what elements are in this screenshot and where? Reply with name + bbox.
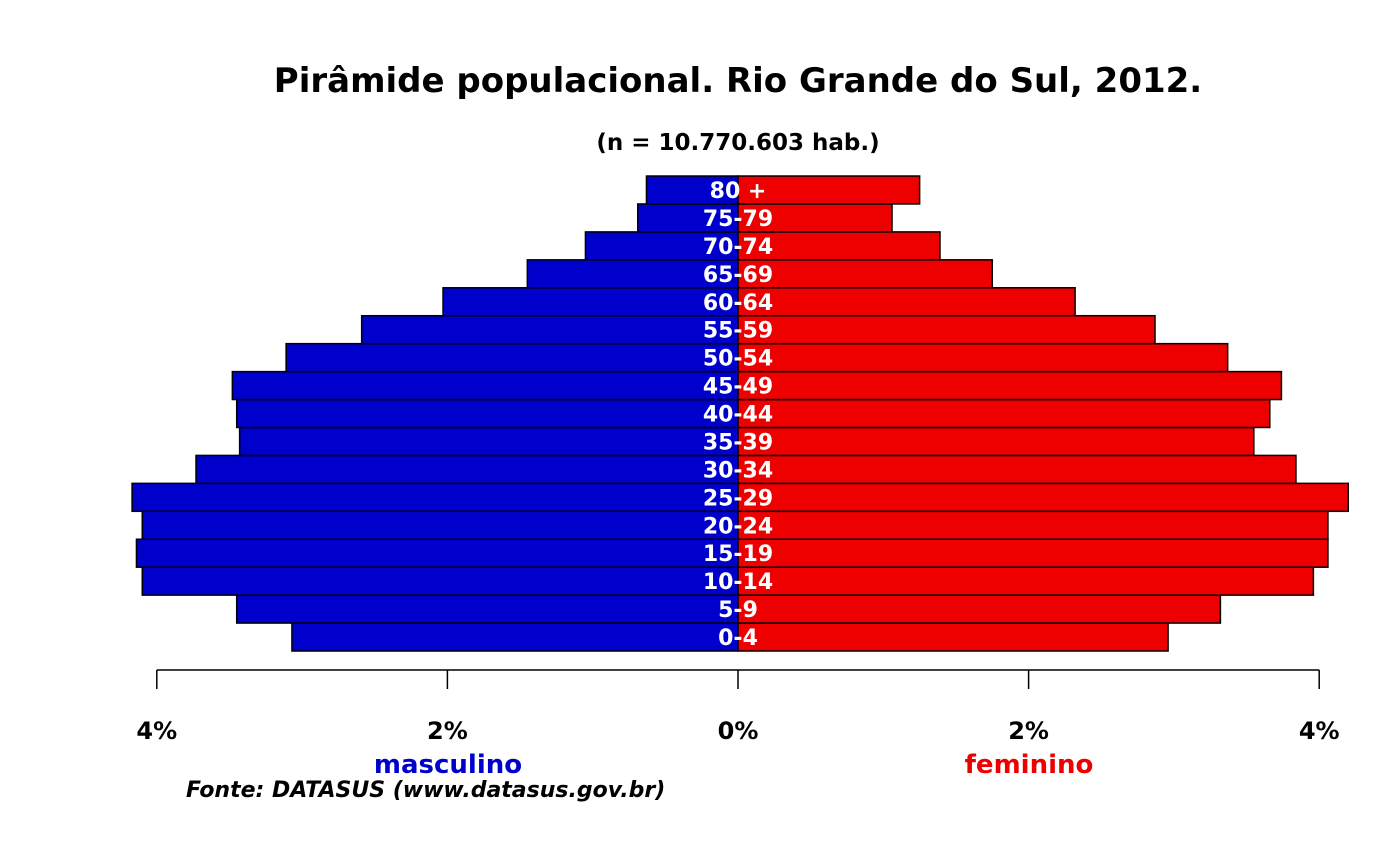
bar-male-20-24 bbox=[141, 510, 739, 540]
bar-female-20-24 bbox=[737, 510, 1329, 540]
bar-male-5-9 bbox=[235, 594, 739, 624]
bar-male-35-39 bbox=[238, 426, 739, 457]
bar-female-40-44 bbox=[737, 398, 1271, 429]
bar-male-60-64 bbox=[442, 287, 739, 317]
bar-female-80 bbox=[737, 175, 921, 205]
age-label: 25-29 bbox=[703, 486, 773, 511]
bar-male-40-44 bbox=[235, 398, 739, 429]
age-label: 10-14 bbox=[703, 570, 773, 595]
bar-female-35-39 bbox=[737, 426, 1255, 457]
legend-feminino: feminino bbox=[965, 750, 1094, 780]
bar-female-25-29 bbox=[737, 482, 1350, 513]
bar-male-30-34 bbox=[195, 454, 739, 485]
chart-title: Pirâmide populacional. Rio Grande do Sul… bbox=[274, 61, 1202, 101]
bar-female-75-79 bbox=[737, 203, 893, 233]
source-note: Fonte: DATASUS (www.datasus.gov.br) bbox=[186, 778, 665, 803]
bar-male-65-69 bbox=[526, 259, 739, 289]
age-labels-group: 0-4 5-9 10-14 15-19 20-24 25-29 30-34 35-3940-4… bbox=[703, 179, 773, 651]
age-label: 45-49 bbox=[703, 375, 773, 400]
bar-male-15-19 bbox=[135, 538, 739, 568]
age-label: 15-19 bbox=[703, 542, 773, 567]
bar-male-10-14 bbox=[141, 566, 739, 596]
age-label: 80 + bbox=[710, 179, 767, 204]
x-tick-label: 4% bbox=[1299, 717, 1340, 745]
age-label: 65-69 bbox=[703, 263, 773, 288]
bar-female-10-14 bbox=[737, 566, 1315, 596]
chart-subtitle: (n = 10.770.603 hab.) bbox=[596, 130, 879, 156]
legend-masculino: masculino bbox=[374, 750, 522, 780]
bar-male-70-74 bbox=[584, 231, 739, 261]
age-label: 30-34 bbox=[703, 458, 773, 483]
bar-female-30-34 bbox=[737, 454, 1297, 485]
bar-male-0-4 bbox=[291, 622, 739, 652]
age-label: 75-79 bbox=[703, 207, 773, 232]
x-axis: 4% 2% 0% 2% 4% bbox=[136, 669, 1340, 745]
age-label: 50-54 bbox=[703, 347, 773, 372]
bar-female-50-54 bbox=[737, 342, 1229, 373]
x-tick-label: 4% bbox=[136, 717, 177, 745]
age-label: 5-9 bbox=[718, 598, 758, 623]
bar-female-65-69 bbox=[737, 259, 994, 289]
bar-female-15-19 bbox=[737, 538, 1329, 568]
bar-female-5-9 bbox=[737, 594, 1222, 624]
age-label: 70-74 bbox=[703, 235, 773, 260]
x-tick-label: 0% bbox=[718, 717, 759, 745]
x-tick-label: 2% bbox=[427, 717, 468, 745]
age-label: 40-44 bbox=[703, 403, 773, 428]
age-label: 0-4 bbox=[718, 626, 758, 651]
age-label: 35-39 bbox=[703, 430, 773, 455]
bar-male-55-59 bbox=[360, 314, 739, 345]
x-tick-label: 2% bbox=[1008, 717, 1049, 745]
age-label: 55-59 bbox=[703, 319, 773, 344]
bars-group bbox=[131, 175, 1350, 652]
bar-male-50-54 bbox=[285, 342, 739, 373]
bar-female-55-59 bbox=[737, 314, 1156, 345]
age-label: 60-64 bbox=[703, 291, 773, 316]
bar-female-60-64 bbox=[737, 287, 1076, 317]
bar-male-45-49 bbox=[231, 370, 739, 401]
age-label: 20-24 bbox=[703, 514, 773, 539]
bar-female-45-49 bbox=[737, 370, 1283, 401]
bar-male-25-29 bbox=[131, 482, 739, 513]
bar-female-0-4 bbox=[737, 622, 1169, 652]
